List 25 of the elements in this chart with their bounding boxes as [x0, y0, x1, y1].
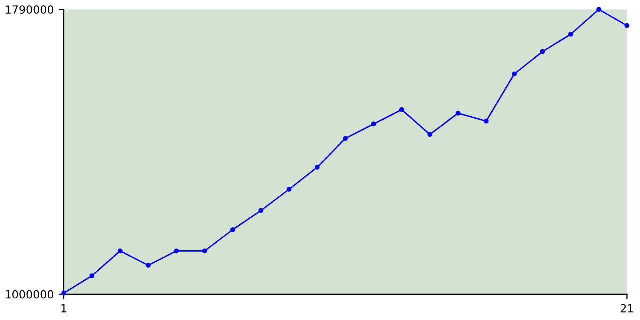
point: [286, 187, 292, 192]
point: [230, 227, 236, 232]
point: [90, 274, 95, 278]
y-tick-label: 1790000: [6, 6, 54, 14]
point: [62, 290, 66, 296]
point: [118, 248, 123, 254]
point: [428, 132, 433, 138]
point: [343, 136, 348, 142]
point: [484, 118, 489, 124]
point: [456, 110, 461, 116]
point: [315, 165, 320, 170]
point: [540, 49, 546, 54]
point: [146, 263, 151, 268]
point: [399, 107, 404, 112]
point: [258, 208, 264, 214]
point: [568, 32, 574, 37]
point: [512, 72, 517, 77]
point: [596, 7, 602, 12]
y-tick-label: 1000000: [6, 290, 54, 299]
point: [202, 248, 208, 254]
point: [174, 248, 180, 254]
x-tick-label: 21: [620, 304, 634, 313]
x-tick-label: 1: [62, 304, 67, 313]
point: [371, 122, 376, 127]
point: [624, 23, 630, 28]
